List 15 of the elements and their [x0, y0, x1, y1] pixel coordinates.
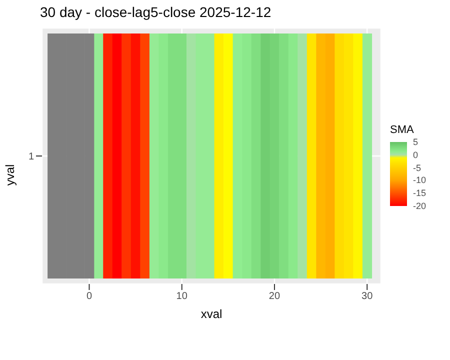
x-tick-label: 10	[176, 291, 188, 302]
color-bar-label: 0	[413, 148, 418, 161]
color-bar-label: 5	[413, 136, 418, 148]
y-tick-label: 1	[28, 152, 34, 163]
color-bar-label: -20	[413, 200, 426, 212]
x-tick-label: 0	[86, 291, 92, 302]
color-bar-label: -15	[413, 187, 426, 200]
color-bar-title: SMA	[390, 124, 415, 136]
x-axis-title: xval	[200, 307, 222, 321]
y-axis-title: yval	[3, 164, 17, 186]
x-tick-label: 30	[362, 291, 374, 302]
color-bar-label: -10	[413, 174, 426, 186]
color-bar-label: -5	[413, 162, 422, 174]
chart-title: 30 day - close-lag5-close 2025-12-12	[40, 4, 272, 20]
x-tick-label: 20	[268, 291, 280, 302]
